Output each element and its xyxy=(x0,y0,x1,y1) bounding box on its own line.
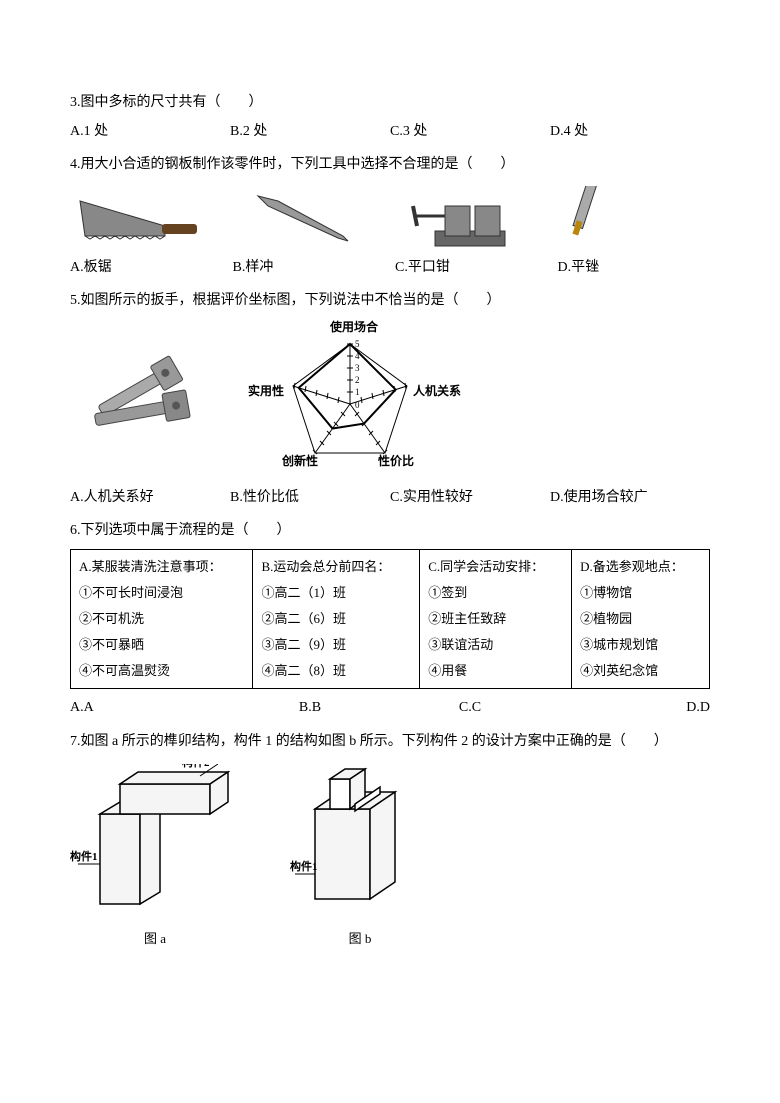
tool-saw: A.板锯 xyxy=(70,186,223,280)
q6-options: A.A B.B C.C D.D xyxy=(70,695,710,720)
q6-d-2: ②植物园 xyxy=(580,606,701,632)
q3-opt-c: C.3 处 xyxy=(390,119,550,144)
q6-cell-d: D.备选参观地点： ①博物馆 ②植物园 ③城市规划馆 ④刘英纪念馆 xyxy=(572,550,710,689)
radar-label-bl: 创新性 xyxy=(282,451,318,473)
tool-c-label: C.平口钳 xyxy=(395,255,548,280)
question-4: 4.用大小合适的钢板制作该零件时，下列工具中选择不合理的是（ ） A.板锯 B.… xyxy=(70,152,710,279)
tool-a-label: A.板锯 xyxy=(70,255,223,280)
q6-a-4: ④不可高温熨烫 xyxy=(79,658,244,684)
tool-file: D.平锉 xyxy=(558,186,711,280)
q6-d-header: D.备选参观地点： xyxy=(580,554,701,580)
radar-label-left: 实用性 xyxy=(248,381,284,403)
q6-b-4: ④高二（8）班 xyxy=(261,658,411,684)
q6-b-2: ②高二（6）班 xyxy=(261,606,411,632)
q6-a-3: ③不可暴晒 xyxy=(79,632,244,658)
q5-figures: 5 4 3 2 1 0 使用场合 人机关系 性价比 创新性 实用性 xyxy=(70,319,710,479)
q4-text: 4.用大小合适的钢板制作该零件时，下列工具中选择不合理的是（ ） xyxy=(70,152,710,177)
q6-c-4: ④用餐 xyxy=(428,658,563,684)
q6-cell-c: C.同学会活动安排： ①签到 ②班主任致辞 ③联谊活动 ④用餐 xyxy=(420,550,572,689)
q3-opt-d: D.4 处 xyxy=(550,119,710,144)
question-5: 5.如图所示的扳手，根据评价坐标图，下列说法中不恰当的是（ ） xyxy=(70,288,710,510)
q6-a-2: ②不可机洗 xyxy=(79,606,244,632)
q7-text: 7.如图 a 所示的榫卯结构，构件 1 的结构如图 b 所示。下列构件 2 的设… xyxy=(70,729,710,754)
q6-b-1: ①高二（1）班 xyxy=(261,580,411,606)
radar-chart: 5 4 3 2 1 0 使用场合 人机关系 性价比 创新性 实用性 xyxy=(240,319,460,479)
q5-opt-d: D.使用场合较广 xyxy=(550,485,710,510)
q6-a-1: ①不可长时间浸泡 xyxy=(79,580,244,606)
q6-d-3: ③城市规划馆 xyxy=(580,632,701,658)
label-comp2: 构件2 xyxy=(182,764,210,769)
svg-text:5: 5 xyxy=(355,339,360,349)
q5-opt-c: C.实用性较好 xyxy=(390,485,550,510)
label-comp1a: 构件1 xyxy=(70,849,98,863)
q5-options: A.人机关系好 B.性价比低 C.实用性较好 D.使用场合较广 xyxy=(70,485,710,510)
q6-c-header: C.同学会活动安排： xyxy=(428,554,563,580)
q6-d-4: ④刘英纪念馆 xyxy=(580,658,701,684)
svg-text:3: 3 xyxy=(355,363,360,373)
q6-text: 6.下列选项中属于流程的是（ ） xyxy=(70,518,710,543)
figure-a: 构件1 构件2 图 a xyxy=(70,764,240,951)
q3-text: 3.图中多标的尺寸共有（ ） xyxy=(70,90,710,115)
q6-c-1: ①签到 xyxy=(428,580,563,606)
q3-opt-a: A.1 处 xyxy=(70,119,230,144)
question-3: 3.图中多标的尺寸共有（ ） A.1 处 B.2 处 C.3 处 D.4 处 xyxy=(70,90,710,144)
fig-a-label: 图 a xyxy=(70,927,240,950)
q6-a-header: A.某服装清洗注意事项： xyxy=(79,554,244,580)
tool-vise: C.平口钳 xyxy=(395,186,548,280)
q6-opt-d: D.D xyxy=(550,695,710,720)
q6-opt-a: A.A xyxy=(70,695,230,720)
q3-opt-b: B.2 处 xyxy=(230,119,390,144)
svg-text:2: 2 xyxy=(355,375,360,385)
q6-c-2: ②班主任致辞 xyxy=(428,606,563,632)
q5-opt-a: A.人机关系好 xyxy=(70,485,230,510)
q6-b-header: B.运动会总分前四名： xyxy=(261,554,411,580)
figure-b: 构件1 图 b xyxy=(290,764,430,951)
question-7: 7.如图 a 所示的榫卯结构，构件 1 的结构如图 b 所示。下列构件 2 的设… xyxy=(70,729,710,951)
svg-text:0: 0 xyxy=(355,400,360,410)
fig-b-label: 图 b xyxy=(290,927,430,950)
radar-label-right: 人机关系 xyxy=(413,381,461,403)
tool-b-label: B.样冲 xyxy=(233,255,386,280)
q6-b-3: ③高二（9）班 xyxy=(261,632,411,658)
q5-opt-b: B.性价比低 xyxy=(230,485,390,510)
q6-table: A.某服装清洗注意事项： ①不可长时间浸泡 ②不可机洗 ③不可暴晒 ④不可高温熨… xyxy=(70,549,710,689)
tool-punch: B.样冲 xyxy=(233,186,386,280)
q6-cell-a: A.某服装清洗注意事项： ①不可长时间浸泡 ②不可机洗 ③不可暴晒 ④不可高温熨… xyxy=(71,550,253,689)
q6-c-3: ③联谊活动 xyxy=(428,632,563,658)
radar-label-br: 性价比 xyxy=(378,451,414,473)
label-comp1b: 构件1 xyxy=(290,859,318,873)
question-6: 6.下列选项中属于流程的是（ ） A.某服装清洗注意事项： ①不可长时间浸泡 ②… xyxy=(70,518,710,720)
svg-text:1: 1 xyxy=(355,387,360,397)
q6-opt-b: B.B xyxy=(230,695,390,720)
q3-options: A.1 处 B.2 处 C.3 处 D.4 处 xyxy=(70,119,710,144)
wrench-image xyxy=(70,344,210,454)
q5-text: 5.如图所示的扳手，根据评价坐标图，下列说法中不恰当的是（ ） xyxy=(70,288,710,313)
q4-tools: A.板锯 B.样冲 C.平口钳 xyxy=(70,186,710,280)
q6-cell-b: B.运动会总分前四名： ①高二（1）班 ②高二（6）班 ③高二（9）班 ④高二（… xyxy=(253,550,420,689)
q6-d-1: ①博物馆 xyxy=(580,580,701,606)
q7-figures: 构件1 构件2 图 a 构件1 xyxy=(70,764,710,951)
q6-opt-c: C.C xyxy=(390,695,550,720)
radar-label-top: 使用场合 xyxy=(330,317,378,339)
tool-d-label: D.平锉 xyxy=(558,255,711,280)
